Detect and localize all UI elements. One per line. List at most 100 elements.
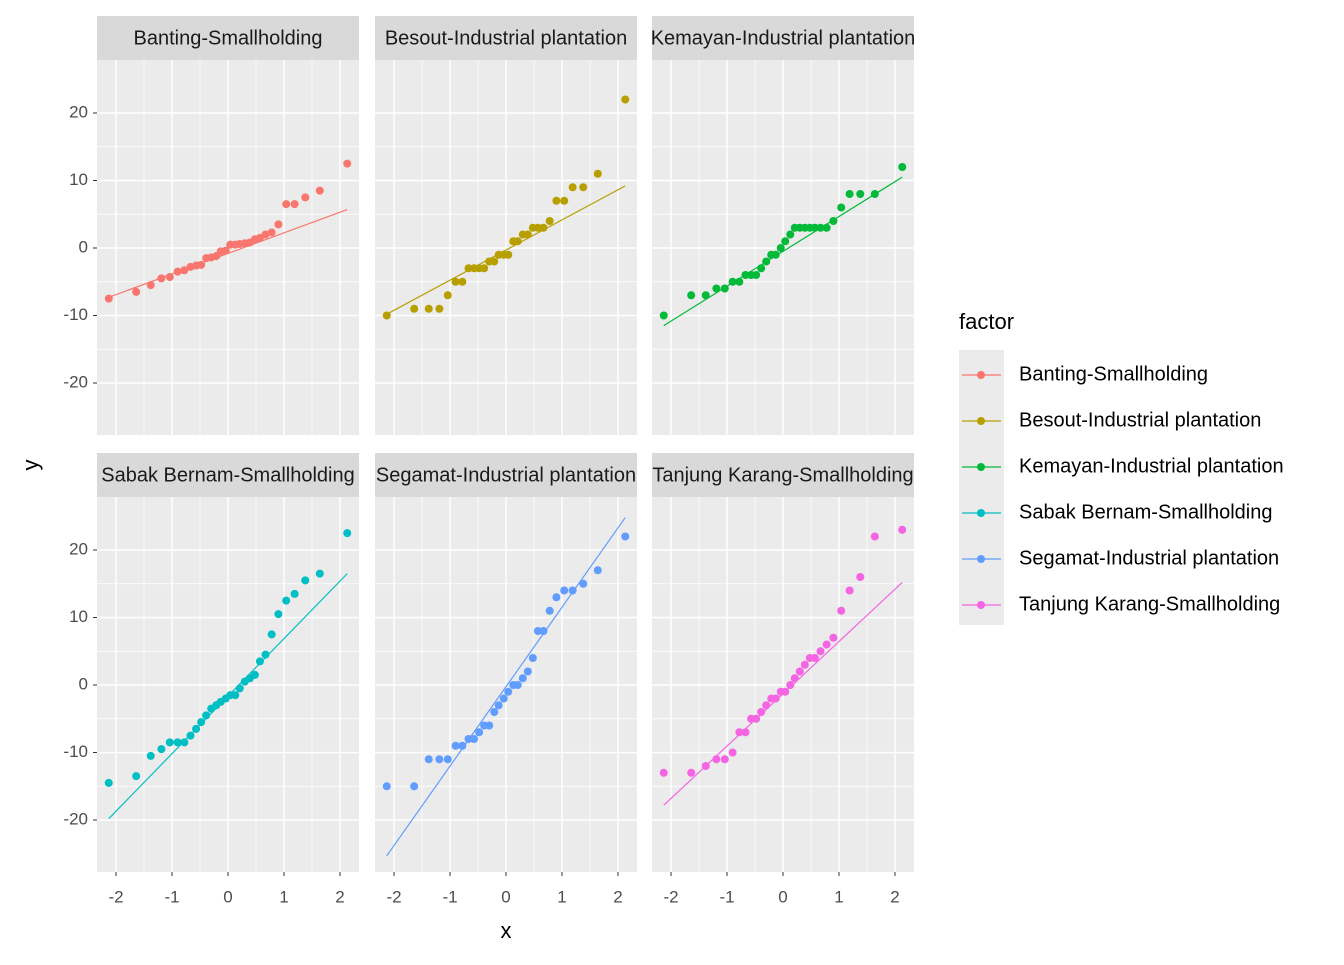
facet-strip: [652, 453, 914, 497]
point: [757, 264, 766, 273]
x-tick-label: -1: [164, 887, 179, 906]
point: [235, 684, 244, 693]
point: [301, 576, 310, 585]
point: [728, 277, 737, 286]
point: [786, 681, 795, 690]
point: [539, 223, 548, 232]
y-axis-label: y: [18, 460, 43, 471]
point: [771, 694, 780, 703]
qq-line: [386, 185, 626, 315]
point: [741, 728, 750, 737]
point: [659, 768, 668, 777]
point: [579, 579, 588, 588]
point: [856, 190, 865, 199]
y-tick-label: 10: [69, 607, 88, 626]
legend-label: Segamat-Industrial plantation: [1019, 547, 1279, 569]
point: [752, 714, 761, 723]
point: [202, 711, 211, 720]
point: [568, 586, 577, 595]
point: [458, 277, 467, 286]
point: [735, 728, 744, 737]
point: [579, 183, 588, 192]
point: [687, 768, 696, 777]
legend-key-background: [959, 350, 1004, 625]
point: [485, 721, 494, 730]
point: [781, 687, 790, 696]
point: [752, 271, 761, 280]
point: [464, 735, 473, 744]
point: [410, 782, 419, 791]
point: [221, 246, 230, 255]
point: [343, 159, 352, 168]
point: [165, 273, 174, 282]
point: [443, 755, 452, 764]
point: [382, 782, 391, 791]
point: [132, 287, 141, 296]
point: [728, 748, 737, 757]
point: [301, 193, 310, 202]
point: [762, 257, 771, 266]
legend-key-point: [977, 463, 985, 471]
point: [173, 267, 182, 276]
point: [845, 190, 854, 199]
point: [180, 738, 189, 747]
facet-label: Banting-Smallholding: [133, 27, 322, 49]
point: [898, 525, 907, 534]
point: [870, 532, 879, 541]
x-tick-label: 1: [834, 887, 843, 906]
facet-strip: [375, 453, 637, 497]
point: [845, 586, 854, 595]
point: [290, 200, 299, 209]
point: [829, 217, 838, 226]
point: [499, 694, 508, 703]
point: [593, 169, 602, 178]
y-tick-label: 10: [69, 170, 88, 189]
y-tick-label: 20: [69, 539, 88, 558]
point: [424, 755, 433, 764]
x-tick-label: 2: [335, 887, 344, 906]
x-tick-label: 0: [778, 887, 787, 906]
x-tick-label: 1: [557, 887, 566, 906]
point: [382, 311, 391, 320]
x-tick-label: 2: [613, 887, 622, 906]
point: [822, 223, 831, 232]
point: [475, 728, 484, 737]
point: [870, 190, 879, 199]
legend-key-point: [977, 601, 985, 609]
point: [757, 708, 766, 717]
point: [720, 284, 729, 293]
point: [250, 670, 259, 679]
facet-label: Tanjung Karang-Smallholding: [652, 464, 913, 486]
facet-label: Besout-Industrial plantation: [385, 27, 627, 49]
point: [552, 593, 561, 602]
point: [523, 667, 532, 676]
point: [180, 266, 189, 275]
y-tick-label: 20: [69, 102, 88, 121]
point: [480, 264, 489, 273]
point: [735, 277, 744, 286]
x-tick-label: -2: [663, 887, 678, 906]
point: [504, 687, 513, 696]
legend-key-point: [977, 509, 985, 517]
point: [822, 640, 831, 649]
point: [165, 738, 174, 747]
point: [424, 304, 433, 313]
point: [533, 627, 542, 636]
point: [837, 606, 846, 615]
point: [513, 681, 522, 690]
x-tick-label: 0: [501, 887, 510, 906]
point: [132, 772, 141, 781]
point: [490, 257, 499, 266]
point: [197, 718, 206, 727]
x-tick-label: -2: [386, 887, 401, 906]
point: [443, 291, 452, 300]
point: [274, 220, 283, 229]
point: [829, 633, 838, 642]
legend-title: factor: [959, 309, 1014, 334]
point: [539, 627, 548, 636]
point: [898, 162, 907, 171]
point: [741, 271, 750, 280]
point: [490, 708, 499, 717]
y-tick-label: -10: [63, 305, 88, 324]
